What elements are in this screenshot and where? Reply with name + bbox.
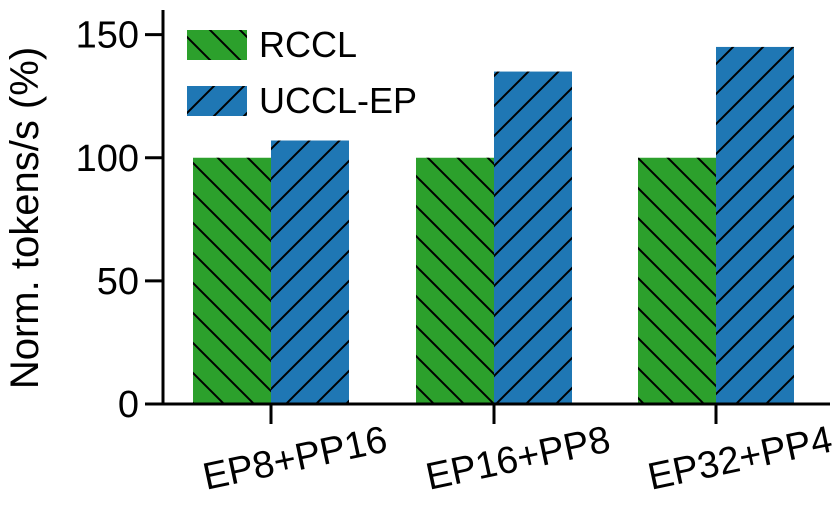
- legend-item-uccl-ep: UCCL-EP: [187, 80, 417, 121]
- bar-rccl-ep16-pp8: [416, 157, 494, 404]
- x-tick-label-ep32-pp4: EP32+PP4: [644, 419, 833, 499]
- bar-rccl-ep32-pp4: [638, 157, 716, 404]
- legend-label-rccl: RCCL: [259, 24, 357, 65]
- bar-uccl-ep-ep16-pp8: [494, 71, 572, 404]
- bar-rccl-ep8-pp16: [193, 157, 271, 404]
- x-tick-label-ep16-pp8: EP16+PP8: [422, 419, 614, 499]
- legend: RCCL UCCL-EP: [187, 24, 417, 121]
- y-tick-label-0: 0: [118, 384, 139, 426]
- y-tick-label-50: 50: [97, 261, 139, 303]
- y-tick-label-150: 150: [76, 15, 139, 57]
- legend-item-rccl: RCCL: [187, 24, 357, 65]
- x-tick-label-ep8-pp16: EP8+PP16: [199, 419, 391, 499]
- bar-uccl-ep-ep32-pp4: [716, 46, 794, 404]
- y-tick-label-100: 100: [76, 138, 139, 180]
- bars-layer: [193, 46, 794, 404]
- legend-label-uccl-ep: UCCL-EP: [259, 80, 417, 121]
- y-axis-label: Norm. tokens/s (%): [3, 47, 47, 389]
- bar-uccl-ep-ep8-pp16: [271, 140, 349, 404]
